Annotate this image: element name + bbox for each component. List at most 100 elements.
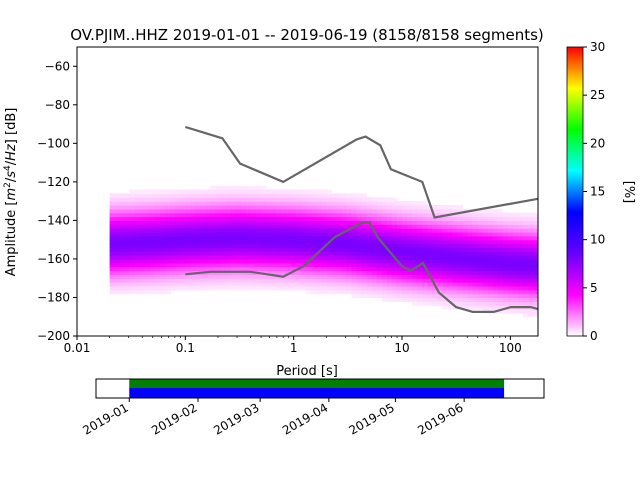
y-axis-label-part: Hz bbox=[4, 143, 19, 161]
psd-cell bbox=[225, 266, 232, 272]
psd-cell bbox=[119, 251, 126, 256]
psd-cell bbox=[477, 255, 484, 260]
psd-cell bbox=[255, 197, 262, 202]
psd-cell bbox=[235, 216, 242, 221]
psd-cell bbox=[457, 289, 464, 295]
psd-cell bbox=[190, 255, 196, 260]
psd-cell bbox=[139, 212, 146, 218]
psd-cell bbox=[417, 228, 423, 233]
psd-cell bbox=[346, 255, 353, 260]
psd-cell bbox=[507, 247, 514, 252]
psd-cell bbox=[124, 208, 131, 214]
psd-cell bbox=[280, 204, 287, 210]
psd-cell bbox=[376, 255, 383, 260]
psd-cell bbox=[165, 274, 171, 279]
psd-cell bbox=[134, 189, 141, 195]
psd-cell bbox=[507, 293, 514, 299]
psd-cell bbox=[326, 258, 332, 264]
noise-model-curves bbox=[184, 125, 538, 313]
psd-cell bbox=[497, 255, 504, 260]
psd-cell bbox=[442, 239, 448, 245]
psd-cell bbox=[165, 204, 171, 210]
psd-cell bbox=[119, 216, 126, 221]
psd-cell bbox=[225, 282, 232, 287]
psd-cell bbox=[512, 309, 519, 314]
psd-cell bbox=[265, 212, 272, 218]
psd-cell bbox=[447, 266, 453, 272]
psd-cell bbox=[215, 216, 222, 221]
psd-cell bbox=[200, 282, 206, 287]
psd-cell bbox=[477, 251, 484, 256]
psd-cell bbox=[412, 239, 418, 245]
psd-cell bbox=[356, 251, 363, 256]
psd-cell bbox=[124, 289, 131, 295]
psd-cell bbox=[447, 239, 453, 245]
psd-cell bbox=[195, 255, 201, 260]
psd-cell bbox=[412, 289, 418, 295]
psd-cell bbox=[160, 274, 166, 279]
psd-cell bbox=[215, 204, 222, 210]
psd-cell bbox=[412, 212, 418, 218]
psd-cell bbox=[331, 274, 338, 279]
psd-cell bbox=[311, 278, 317, 283]
psd-cell bbox=[351, 255, 358, 260]
psd-cell bbox=[462, 289, 469, 295]
psd-cell bbox=[114, 278, 121, 283]
psd-cell bbox=[230, 228, 237, 233]
psd-cell bbox=[316, 243, 322, 248]
psd-cell bbox=[240, 243, 247, 248]
psd-cell bbox=[522, 270, 529, 275]
psd-cell bbox=[286, 247, 292, 252]
psd-cell bbox=[139, 278, 146, 283]
psd-cell bbox=[205, 258, 212, 264]
psd-cell bbox=[160, 212, 166, 218]
psd-cell bbox=[336, 251, 343, 256]
psd-cell bbox=[260, 185, 267, 191]
psd-cell bbox=[477, 262, 484, 268]
psd-cell bbox=[210, 220, 217, 225]
psd-cell bbox=[311, 212, 317, 218]
psd-cell bbox=[361, 228, 368, 233]
psd-cell bbox=[527, 255, 534, 260]
psd-cell bbox=[165, 247, 171, 252]
psd-cell bbox=[356, 235, 363, 241]
psd-cell bbox=[532, 285, 538, 291]
psd-cell bbox=[336, 278, 343, 283]
x-axis-label: Period [s] bbox=[276, 364, 338, 379]
psd-cell bbox=[220, 189, 227, 195]
psd-cell bbox=[512, 297, 519, 302]
psd-cell bbox=[275, 220, 282, 225]
psd-cell bbox=[109, 262, 116, 268]
psd-cell bbox=[175, 216, 181, 221]
psd-cell bbox=[139, 251, 146, 256]
psd-cell bbox=[144, 193, 151, 198]
time-tick-label: 2019-05 bbox=[346, 400, 396, 437]
psd-cell bbox=[507, 289, 514, 295]
psd-cell bbox=[230, 262, 237, 268]
psd-cell bbox=[356, 216, 363, 221]
psd-cell bbox=[427, 297, 433, 302]
psd-cell bbox=[311, 216, 317, 221]
psd-cell bbox=[291, 212, 297, 218]
psd-cell bbox=[180, 189, 186, 195]
psd-cell bbox=[225, 228, 232, 233]
psd-cell bbox=[376, 212, 383, 218]
psd-cell bbox=[286, 224, 292, 229]
psd-cell bbox=[210, 262, 217, 268]
psd-cell bbox=[255, 278, 262, 283]
psd-cell bbox=[195, 239, 201, 245]
psd-cell bbox=[124, 243, 131, 248]
psd-cell bbox=[517, 266, 524, 272]
psd-cell bbox=[119, 285, 126, 291]
psd-cell bbox=[502, 301, 509, 306]
psd-cell bbox=[472, 282, 479, 287]
psd-cell bbox=[134, 262, 141, 268]
psd-cell bbox=[432, 274, 438, 279]
psd-cell bbox=[129, 193, 136, 198]
psd-cell bbox=[311, 239, 317, 245]
psd-cell bbox=[129, 274, 136, 279]
psd-cell bbox=[109, 289, 116, 295]
psd-cell bbox=[154, 266, 161, 272]
psd-cell bbox=[492, 278, 499, 283]
psd-cell bbox=[134, 193, 141, 198]
